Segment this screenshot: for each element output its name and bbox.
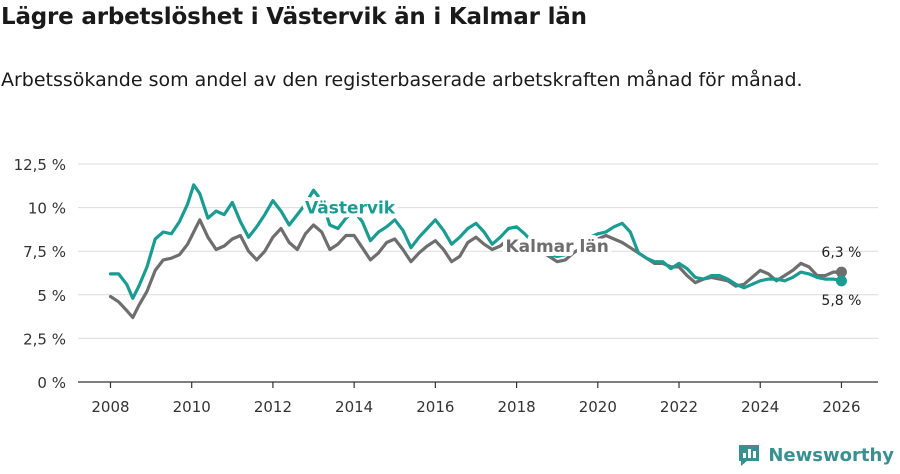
series-lines — [108, 183, 847, 320]
x-tick-label: 2020 — [579, 398, 617, 416]
end-point-marker — [835, 266, 847, 278]
x-tick-label: 2008 — [91, 398, 129, 416]
series-label-halo: Västervik — [305, 199, 396, 219]
series-label: Kalmar län — [506, 237, 609, 257]
y-tick-label: 10 % — [28, 200, 66, 218]
y-axis-ticks: 0 % 2,5 % 5 % 7,5 % 10 % 12,5 % — [14, 156, 66, 392]
end-point-marker — [835, 275, 847, 287]
series-label: Västervik — [305, 199, 396, 219]
x-tick-label: 2026 — [822, 398, 860, 416]
series-line — [108, 218, 844, 320]
grid-lines — [78, 163, 878, 339]
x-tick-label: 2010 — [173, 398, 211, 416]
y-tick-label: 7,5 % — [23, 243, 66, 261]
end-value-label-kalmar: 6,3 % — [821, 245, 861, 261]
chart-subtitle: Arbetssökande som andel av den registerb… — [1, 69, 803, 91]
brand-logo: Newsworthy — [736, 442, 894, 468]
series-label-halo: Kalmar län — [506, 237, 609, 257]
x-tick-label: 2024 — [741, 398, 779, 416]
x-tick-label: 2018 — [497, 398, 535, 416]
y-tick-label: 0 % — [37, 374, 66, 392]
y-tick-label: 2,5 % — [23, 330, 66, 348]
y-tick-label: 12,5 % — [14, 156, 66, 174]
x-tick-label: 2012 — [254, 398, 292, 416]
brand-name: Newsworthy — [768, 444, 894, 466]
x-tick-label: 2022 — [660, 398, 698, 416]
series-line — [108, 183, 844, 300]
x-tick-label: 2016 — [416, 398, 454, 416]
y-tick-label: 5 % — [37, 287, 66, 305]
x-tick-label: 2014 — [335, 398, 373, 416]
end-value-label-vastervik: 5,8 % — [821, 293, 861, 309]
newsworthy-logo-icon — [739, 445, 760, 466]
x-axis: 2008 2010 2012 2014 2016 2018 2020 2022 2024 2026 — [78, 381, 878, 416]
chart-title: Lägre arbetslöshet i Västervik än i Kalm… — [1, 4, 587, 30]
